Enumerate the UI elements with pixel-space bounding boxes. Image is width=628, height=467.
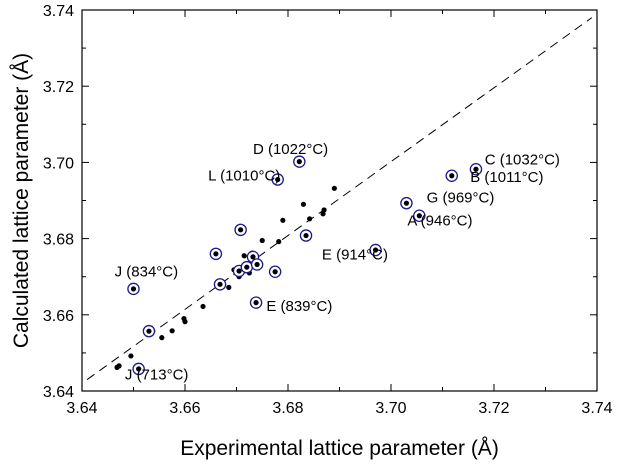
point-annotations: D (1022°C) C (1032°C) L (1010°C) B (1011°C)…	[115, 141, 560, 384]
y-tick-label: 3.68	[43, 232, 74, 249]
point-dot	[250, 254, 256, 260]
point-dot	[275, 176, 281, 183]
y-tick-label: 3.66	[43, 308, 74, 325]
data-point	[226, 284, 232, 290]
circled-data-point	[299, 229, 313, 242]
point-dot	[136, 366, 142, 372]
annotation-label: D (1022°C)	[253, 141, 328, 158]
point-dot	[303, 232, 309, 239]
annotation-label: C (1032°C)	[485, 151, 560, 168]
point-dot	[238, 227, 244, 233]
x-tick-label: 3.64	[66, 400, 97, 417]
circled-data-point	[127, 282, 140, 296]
data-point	[276, 239, 282, 245]
data-point	[307, 216, 313, 222]
point-dot	[449, 173, 455, 179]
point-dot	[473, 166, 479, 172]
point-dot	[217, 281, 223, 287]
circled-data-point	[240, 260, 254, 274]
circled-data-point	[250, 258, 264, 271]
point-dot	[296, 159, 302, 165]
x-tick-label: 3.72	[478, 400, 509, 417]
axis-ticks	[81, 9, 598, 392]
circled-data-point	[400, 196, 413, 210]
x-tick-label: 3.74	[581, 400, 612, 417]
x-tick-label: 3.66	[169, 400, 200, 417]
point-dot	[403, 200, 410, 206]
annotation-label: J (834°C)	[115, 263, 179, 280]
annotation-label: E (914°C)	[322, 247, 388, 264]
point-dot	[236, 268, 242, 274]
circled-data-point	[142, 324, 156, 338]
circled-data-point	[293, 155, 306, 168]
point-dot	[244, 264, 250, 270]
circled-data-point	[209, 247, 223, 261]
data-point	[321, 207, 327, 213]
point-dot	[146, 328, 152, 334]
point-dot	[253, 300, 259, 306]
data-point	[259, 237, 265, 244]
point-dot	[272, 269, 278, 275]
circled-data-point	[268, 265, 282, 278]
reference-line	[86, 17, 593, 380]
data-point	[200, 303, 206, 310]
x-axis-title: Experimental lattice parameter (Å)	[180, 437, 499, 460]
x-tick-label: 3.70	[375, 400, 406, 417]
circled-data-point	[369, 243, 382, 257]
circled-data-point	[213, 278, 227, 291]
data-point	[128, 353, 134, 359]
data-point	[241, 253, 247, 259]
y-tick-label: 3.70	[43, 155, 74, 172]
y-tick-label: 3.64	[43, 384, 74, 401]
point-dot	[213, 251, 219, 257]
point-dot	[372, 247, 379, 253]
axis-tick-labels: 3.64 3.66 3.68 3.70 3.72 3.74 3.64 3.66 3.68 3.70…	[43, 3, 613, 417]
circled-data-point	[469, 163, 483, 176]
annotation-label: G (969°C)	[427, 189, 495, 206]
data-point	[331, 185, 337, 191]
data-point	[116, 363, 122, 369]
data-point	[182, 319, 188, 325]
data-point	[300, 201, 307, 207]
x-tick-label: 3.68	[272, 400, 303, 417]
data-point	[169, 328, 175, 334]
data-points	[114, 155, 483, 376]
data-point	[280, 217, 286, 223]
circled-data-point	[271, 173, 284, 186]
circled-data-point	[234, 223, 247, 237]
annotation-label: B (1011°C)	[470, 169, 543, 186]
annotation-label: J (713°C)	[125, 367, 189, 384]
annotation-label: A (946°C)	[407, 212, 472, 229]
y-tick-label: 3.74	[43, 3, 74, 20]
point-dot	[254, 261, 260, 268]
y-axis-title: Calculated lattice parameter (Å)	[10, 53, 33, 348]
circled-data-point	[445, 169, 459, 182]
y-tick-label: 3.72	[43, 79, 74, 96]
circled-data-point	[413, 209, 426, 222]
point-dot	[416, 213, 422, 219]
annotation-label: L (1010°C)	[208, 167, 280, 184]
point-dot	[130, 286, 137, 292]
circled-data-point	[249, 296, 263, 309]
circled-data-point	[132, 362, 145, 376]
data-point	[159, 335, 165, 341]
annotation-label: E (839°C)	[266, 298, 332, 315]
